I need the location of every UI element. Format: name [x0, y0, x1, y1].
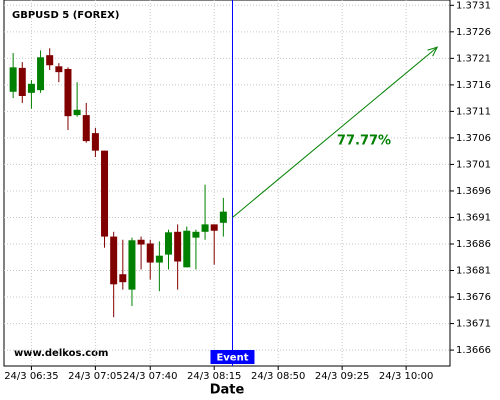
candle-body — [155, 255, 163, 263]
candle-body — [64, 68, 72, 117]
x-tick-label: 24/3 07:05 — [68, 371, 122, 382]
candle-body — [37, 57, 45, 91]
candle-body — [73, 109, 81, 116]
candle-body — [55, 66, 63, 73]
candle-body — [46, 55, 54, 66]
arrow-line — [232, 46, 438, 218]
candle-body — [219, 211, 227, 223]
candle-body — [82, 115, 90, 142]
candle-body — [110, 236, 118, 285]
candle-body — [210, 224, 218, 231]
candle-body — [101, 150, 109, 237]
event-box — [210, 350, 255, 364]
x-tick-label: 24/3 08:15 — [187, 371, 241, 382]
x-tick-label: 24/3 09:25 — [315, 371, 369, 382]
y-tick-label: 1.3666 — [456, 345, 491, 356]
y-tick-label: 1.3686 — [456, 239, 491, 250]
candle-body — [18, 67, 26, 97]
y-tick-label: 1.3716 — [456, 80, 491, 91]
y-tick-label: 1.3706 — [456, 133, 491, 144]
candle-body — [9, 67, 17, 92]
y-tick-label: 1.3731 — [456, 0, 491, 11]
x-tick-label: 24/3 07:40 — [123, 371, 177, 382]
y-tick-label: 1.3676 — [456, 292, 491, 303]
x-tick-label: 24/3 08:50 — [251, 371, 305, 382]
y-tick-label: 1.3691 — [456, 212, 491, 223]
x-tick-label: 24/3 06:35 — [4, 371, 58, 382]
y-tick-label: 1.3711 — [456, 106, 491, 117]
y-tick-label: 1.3701 — [456, 159, 491, 170]
candle-body — [165, 232, 173, 255]
candle-body — [146, 243, 154, 263]
candle-body — [183, 230, 191, 268]
candle-body — [137, 239, 145, 245]
y-tick-label: 1.3726 — [456, 27, 491, 38]
plot-area — [3, 0, 451, 367]
y-tick-label: 1.3721 — [456, 53, 491, 64]
x-tick-label: 24/3 10:00 — [379, 371, 433, 382]
candle-body — [91, 133, 99, 151]
candle-body — [119, 274, 127, 283]
candle-body — [128, 240, 136, 290]
y-tick-label: 1.3696 — [456, 186, 491, 197]
arrow-label: 77.77% — [337, 134, 391, 149]
candle-body — [201, 224, 209, 232]
watermark: www.delkos.com — [14, 348, 108, 359]
chart-title: GBPUSD 5 (FOREX) — [12, 10, 119, 21]
candle-body — [192, 231, 200, 238]
arrow-head — [427, 46, 439, 57]
y-tick-label: 1.3681 — [456, 266, 491, 277]
y-tick-label: 1.3671 — [456, 319, 491, 330]
event-label: Event — [216, 353, 248, 364]
candle-body — [174, 231, 182, 262]
x-axis-label: Date — [210, 383, 245, 398]
candle-body — [27, 83, 35, 93]
